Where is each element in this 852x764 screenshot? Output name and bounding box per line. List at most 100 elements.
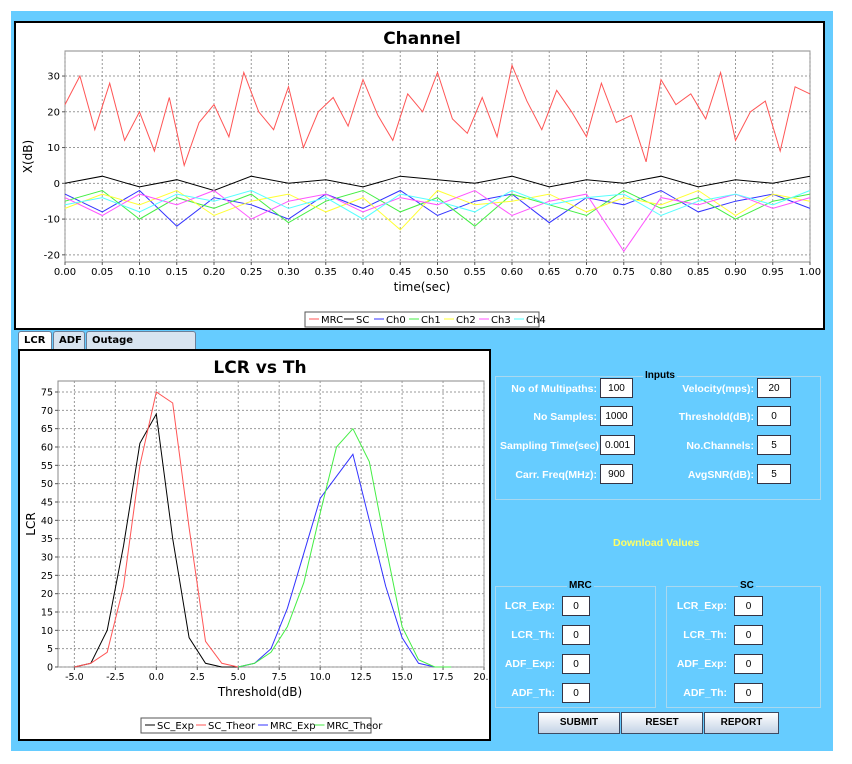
lcr-y-tick-label: 70 xyxy=(41,406,53,417)
channel-legend-label: MRC xyxy=(321,315,343,326)
sampling-time-input[interactable]: 0.001 xyxy=(600,435,635,455)
lcr-y-axis-label: LCR xyxy=(24,512,38,535)
threshold-input[interactable]: 0 xyxy=(757,406,791,426)
carr-freq-label: Carr. Freq(MHz): xyxy=(515,469,597,481)
lcr-legend-label: MRC_Theor xyxy=(327,721,384,732)
multipaths-input[interactable]: 100 xyxy=(600,378,633,398)
sc-lcr-exp-label: LCR_Exp: xyxy=(676,600,727,612)
channel-series-ch0 xyxy=(64,189,811,227)
lcr-y-tick-label: 20 xyxy=(41,589,53,600)
sc-adf-exp-label: ADF_Exp: xyxy=(676,658,727,670)
samples-input[interactable]: 1000 xyxy=(600,406,633,426)
tab-adf[interactable]: ADF xyxy=(53,331,85,349)
channel-x-tick-label: 0.25 xyxy=(240,267,262,278)
mrc-adf-exp-label: ADF_Exp: xyxy=(504,658,555,670)
channel-x-tick-label: 0.75 xyxy=(613,267,635,278)
mrc-adf-exp-field[interactable]: 0 xyxy=(562,654,590,674)
sampling-time-label: Sampling Time(sec): xyxy=(500,440,603,452)
channel-x-tick-label: 0.50 xyxy=(426,267,448,278)
channel-x-tick-label: 0.55 xyxy=(464,267,486,278)
mrc-lcr-exp-label: LCR_Exp: xyxy=(504,600,555,612)
channel-x-tick-label: 0.45 xyxy=(389,267,411,278)
samples-label: No Samples: xyxy=(533,411,597,423)
lcr-series-mrc-exp xyxy=(238,453,452,668)
sc-adf-th-field[interactable]: 0 xyxy=(734,683,763,703)
lcr-series-mrc-theor xyxy=(238,427,452,668)
report-button[interactable]: REPORT xyxy=(704,712,779,734)
reset-button[interactable]: RESET xyxy=(621,712,703,734)
channel-x-tick-label: 0.70 xyxy=(575,267,597,278)
mrc-title: MRC xyxy=(567,580,594,591)
lcr-y-tick-label: 15 xyxy=(41,608,53,619)
channels-label: No.Channels: xyxy=(686,440,754,452)
channel-x-tick-label: 0.85 xyxy=(687,267,709,278)
channel-x-tick-label: 0.20 xyxy=(203,267,225,278)
channel-x-tick-label: 0.15 xyxy=(166,267,188,278)
lcr-x-axis-label: Threshold(dB) xyxy=(217,685,302,699)
channel-legend-label: Ch4 xyxy=(526,315,546,326)
channel-series-ch3 xyxy=(64,189,811,253)
sc-adf-exp-field[interactable]: 0 xyxy=(734,654,763,674)
channel-series-ch1 xyxy=(64,189,811,227)
lcr-y-tick-label: 55 xyxy=(41,461,53,472)
channel-chart-panel: Channel 0.00 0.05 0.10 0.15 0.20 0.25 0.30 0.35 0… xyxy=(14,21,825,330)
channel-x-tick-label: 0.40 xyxy=(352,267,374,278)
lcr-y-tick-label: 10 xyxy=(41,626,53,637)
lcr-x-tick-label: 2.5 xyxy=(190,672,205,683)
channel-series-mrc xyxy=(64,63,811,168)
lcr-y-tick-label: 25 xyxy=(41,571,53,582)
lcr-y-tick-label: 40 xyxy=(41,516,53,527)
sc-lcr-th-field[interactable]: 0 xyxy=(734,625,763,645)
lcr-y-tick-label: 0 xyxy=(47,663,53,674)
channel-y-tick-label: 10 xyxy=(47,143,60,154)
channel-y-tick-label: -20 xyxy=(44,250,60,261)
channel-y-axis-label: X(dB) xyxy=(21,140,35,173)
channel-y-tick-label: 20 xyxy=(47,107,60,118)
lcr-y-tick-label: 65 xyxy=(41,424,53,435)
lcr-x-tick-label: 10.0 xyxy=(310,672,331,683)
velocity-input[interactable]: 20 xyxy=(757,378,791,398)
lcr-series-sc-exp xyxy=(74,412,239,668)
lcr-x-tick-label: -5.0 xyxy=(65,672,84,683)
lcr-y-tick-label: 50 xyxy=(41,479,53,490)
sc-adf-th-label: ADF_Th: xyxy=(683,687,727,699)
mrc-adf-th-field[interactable]: 0 xyxy=(562,683,590,703)
channel-x-tick-label: 0.80 xyxy=(650,267,672,278)
download-values-link[interactable]: Download Values xyxy=(613,537,700,549)
channel-x-tick-label: 0.95 xyxy=(762,267,784,278)
avg-snr-label: AvgSNR(dB): xyxy=(687,469,754,481)
channel-x-tick-label: 0.05 xyxy=(91,267,113,278)
channel-x-tick-label: 0.30 xyxy=(277,267,299,278)
channels-input[interactable]: 5 xyxy=(757,435,791,455)
lcr-y-tick-label: 35 xyxy=(41,534,53,545)
lcr-x-tick-label: 5.0 xyxy=(231,672,246,683)
channel-title: Channel xyxy=(383,29,461,49)
carr-freq-input[interactable]: 900 xyxy=(600,464,633,484)
mrc-lcr-th-field[interactable]: 0 xyxy=(562,625,590,645)
lcr-x-tick-label: -2.5 xyxy=(106,672,125,683)
sc-lcr-exp-field[interactable]: 0 xyxy=(734,596,763,616)
lcr-x-tick-label: 0.0 xyxy=(149,672,164,683)
channel-series-sc xyxy=(64,175,811,192)
channel-x-tick-label: 0.60 xyxy=(501,267,523,278)
lcr-chart-panel: LCR vs Th -5.0 -2.5 0.0 2.5 5.0 7.5 10.0 12.5 15.… xyxy=(18,349,491,741)
lcr-plot-area xyxy=(57,380,485,668)
avg-snr-input[interactable]: 5 xyxy=(757,464,791,484)
lcr-y-tick-label: 60 xyxy=(41,443,53,454)
sc-lcr-th-label: LCR_Th: xyxy=(683,629,727,641)
mrc-lcr-exp-field[interactable]: 0 xyxy=(562,596,590,616)
lcr-legend-label: MRC_Exp xyxy=(270,721,316,732)
tab-outage-probability[interactable]: Outage Probability xyxy=(86,331,196,363)
channel-legend-label: Ch3 xyxy=(491,315,511,326)
channel-y-tick-label: 30 xyxy=(47,72,60,83)
channel-x-tick-label: 1.00 xyxy=(799,267,821,278)
channel-x-tick-label: 0.90 xyxy=(724,267,746,278)
mrc-adf-th-label: ADF_Th: xyxy=(511,687,555,699)
submit-button[interactable]: SUBMIT xyxy=(538,712,620,734)
mrc-lcr-th-label: LCR_Th: xyxy=(511,629,555,641)
channel-y-tick-label: 0 xyxy=(54,179,60,190)
tab-lcr[interactable]: LCR xyxy=(18,331,52,349)
lcr-chart: LCR vs Th -5.0 -2.5 0.0 2.5 5.0 7.5 10.0 12.5 15.… xyxy=(24,358,489,734)
lcr-x-tick-label: 12.5 xyxy=(351,672,372,683)
channel-x-tick-label: 0.00 xyxy=(54,267,76,278)
